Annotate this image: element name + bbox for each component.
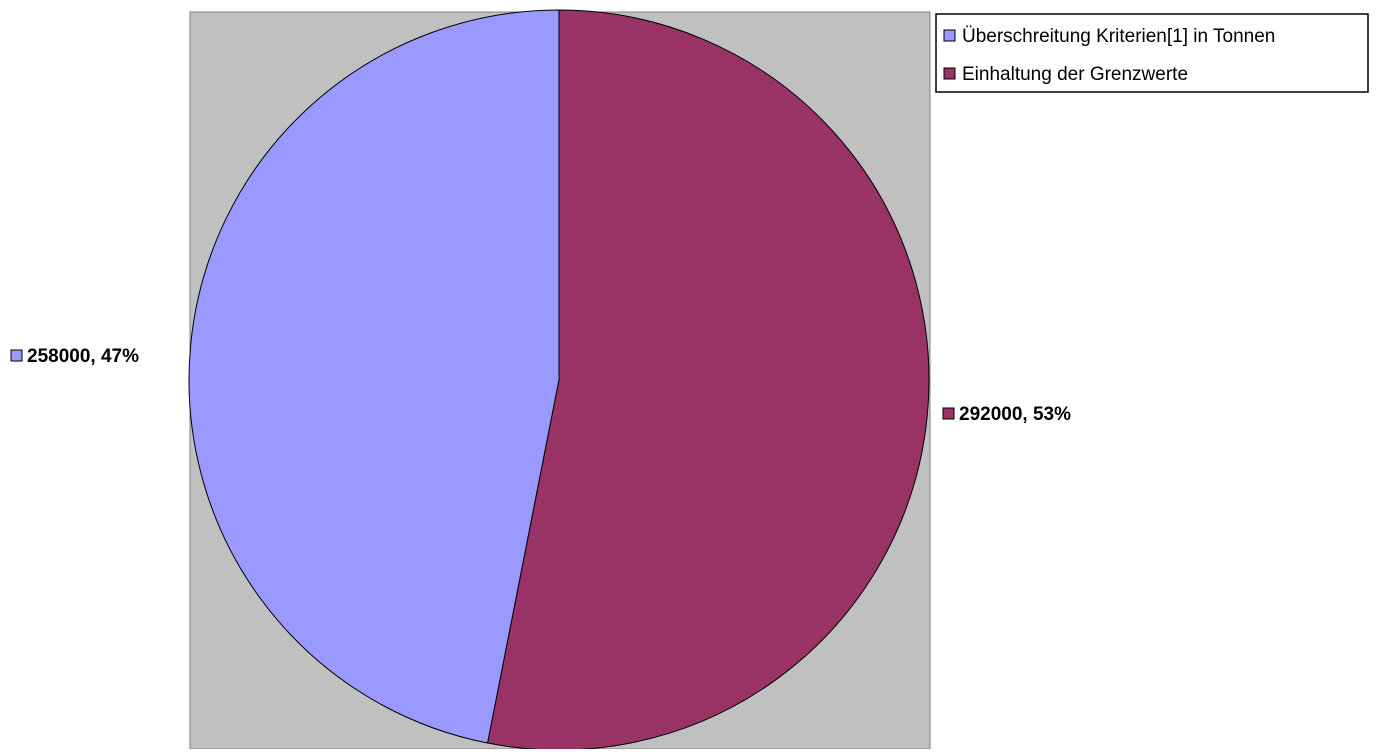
- legend-label-1: Überschreitung Kriterien[1] in Tonnen: [962, 26, 1275, 47]
- data-labels: 258000, 47% 292000, 53%: [10, 346, 1071, 425]
- data-label-1: 258000, 47%: [10, 346, 139, 367]
- legend-label-2: Einhaltung der Grenzwerte: [962, 64, 1188, 85]
- legend-item-2: Einhaltung der Grenzwerte: [943, 64, 1188, 85]
- legend-box: [935, 13, 1369, 93]
- pie-slice-1: [188, 9, 560, 744]
- legend: Überschreitung Kriterien[1] in Tonnen Ei…: [935, 13, 1369, 93]
- data-label-swatch-1: [10, 349, 23, 362]
- pie-slices: [188, 9, 930, 751]
- legend-swatch-2: [943, 67, 956, 80]
- legend-item-1: Überschreitung Kriterien[1] in Tonnen: [943, 26, 1275, 47]
- legend-swatch-1: [943, 29, 956, 42]
- data-label-text-1: 258000, 47%: [27, 346, 139, 367]
- data-label-swatch-2: [942, 407, 955, 420]
- data-label-2: 292000, 53%: [942, 404, 1071, 425]
- pie-slice-2: [487, 9, 930, 751]
- data-label-text-2: 292000, 53%: [959, 404, 1071, 425]
